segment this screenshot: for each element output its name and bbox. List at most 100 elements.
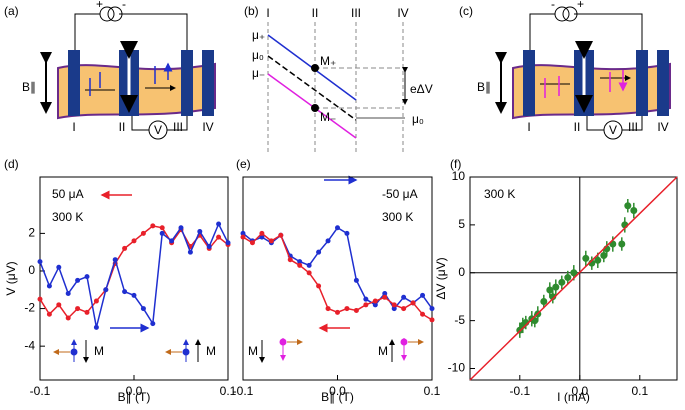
axis-frame: [469, 176, 678, 381]
data-point: [618, 240, 626, 248]
y-tick-label: 0: [28, 263, 35, 277]
data-point: [240, 230, 246, 236]
data-point: [630, 207, 638, 215]
data-point: [420, 292, 426, 298]
data-point: [216, 221, 222, 227]
panel-label: (c): [459, 4, 473, 18]
annotation: 300 K: [382, 210, 413, 224]
mu-label: μ₋: [252, 66, 265, 80]
column-label: II: [312, 6, 319, 20]
y-tick-label: -10: [448, 361, 466, 375]
data-point: [363, 296, 369, 302]
data-point: [344, 230, 350, 236]
data-point: [56, 264, 62, 270]
diagram-a: (a) + - B∥ I II III IV V: [4, 0, 216, 140]
data-point: [249, 240, 255, 246]
data-point: [216, 234, 222, 240]
annotation: 50 μA: [52, 187, 84, 201]
data-point: [401, 294, 407, 300]
moment-icon: [389, 338, 424, 362]
electrode-label: IV: [202, 120, 213, 134]
electrode-label: I: [527, 120, 530, 134]
data-point: [429, 317, 435, 323]
mu-label: μ₀: [412, 112, 424, 126]
data-point: [297, 262, 303, 268]
x-tick-label: -0.1: [509, 384, 530, 398]
x-axis-label: I (mA): [557, 390, 590, 404]
data-point: [297, 259, 303, 265]
data-point: [546, 286, 554, 294]
y-tick-label: 0: [458, 265, 465, 279]
data-point: [344, 306, 350, 312]
annotation: -50 μA: [382, 187, 418, 201]
data-point: [363, 302, 369, 308]
data-point: [372, 298, 378, 304]
diagram-c: (c) - + B∥ I II III IV V: [459, 0, 671, 140]
diagram-b: (b) I II III IV μ₊ μ₀ μ₋ M₊ M₋ eΔV μ₀: [244, 4, 433, 152]
data-point: [93, 324, 99, 330]
data-point: [122, 245, 128, 251]
data-point: [391, 306, 397, 312]
moment-icon: [259, 338, 303, 363]
data-point: [401, 306, 407, 312]
y-tick-label: -2: [24, 301, 35, 315]
data-point: [382, 291, 388, 297]
data-point: [558, 278, 566, 286]
data-point: [552, 283, 560, 291]
data-point: [540, 297, 548, 305]
data-point: [335, 309, 340, 315]
panel-label: (f): [450, 157, 461, 171]
meter-label: V: [154, 123, 162, 137]
delta-label: eΔV: [410, 82, 433, 96]
column-label: IV: [397, 6, 408, 20]
data-point: [353, 307, 359, 313]
y-axis-label: V (μV): [4, 261, 18, 295]
m-label: M₊: [320, 54, 336, 68]
data-point: [600, 252, 608, 260]
data-point: [353, 277, 359, 283]
data-point: [65, 291, 71, 297]
data-point: [306, 270, 312, 276]
x-tick-label: -0.1: [233, 384, 254, 398]
annotation: 300 K: [484, 187, 515, 201]
panel-label: (b): [244, 4, 259, 18]
data-point: [169, 238, 175, 244]
m-label: M₋: [320, 110, 336, 124]
data-point: [240, 234, 246, 240]
y-tick-label: -5: [454, 313, 465, 327]
data-point: [65, 315, 71, 321]
data-point: [429, 306, 435, 312]
panel-label: (d): [4, 157, 19, 171]
data-point: [159, 230, 165, 236]
plus-sign: +: [577, 0, 584, 11]
minus-sign: -: [551, 0, 555, 11]
data-point: [564, 274, 572, 282]
electrode-label: II: [119, 120, 126, 134]
data-point: [372, 302, 378, 308]
data-point: [131, 292, 137, 298]
y-tick-label: 10: [452, 169, 466, 183]
annotation: M: [378, 344, 388, 358]
mu-label: μ₊: [252, 28, 265, 42]
data-point: [131, 238, 137, 244]
data-point: [75, 306, 81, 312]
electrode-label: III: [173, 120, 183, 134]
data-point: [325, 306, 331, 312]
data-point: [84, 274, 90, 280]
annotation: M: [94, 344, 104, 358]
data-point: [37, 259, 43, 265]
data-point: [278, 232, 284, 238]
data-point: [420, 311, 426, 317]
data-point: [178, 225, 184, 231]
data-point: [187, 249, 193, 255]
data-point: [325, 238, 331, 244]
data-point: [140, 306, 146, 312]
column-label: I: [266, 6, 269, 20]
x-tick-label: -0.1: [30, 384, 51, 398]
electrode-label: IV: [657, 120, 668, 134]
data-point: [382, 294, 388, 300]
data-point: [122, 289, 128, 295]
data-point: [37, 296, 43, 302]
x-tick-label: 0.0: [571, 384, 588, 398]
